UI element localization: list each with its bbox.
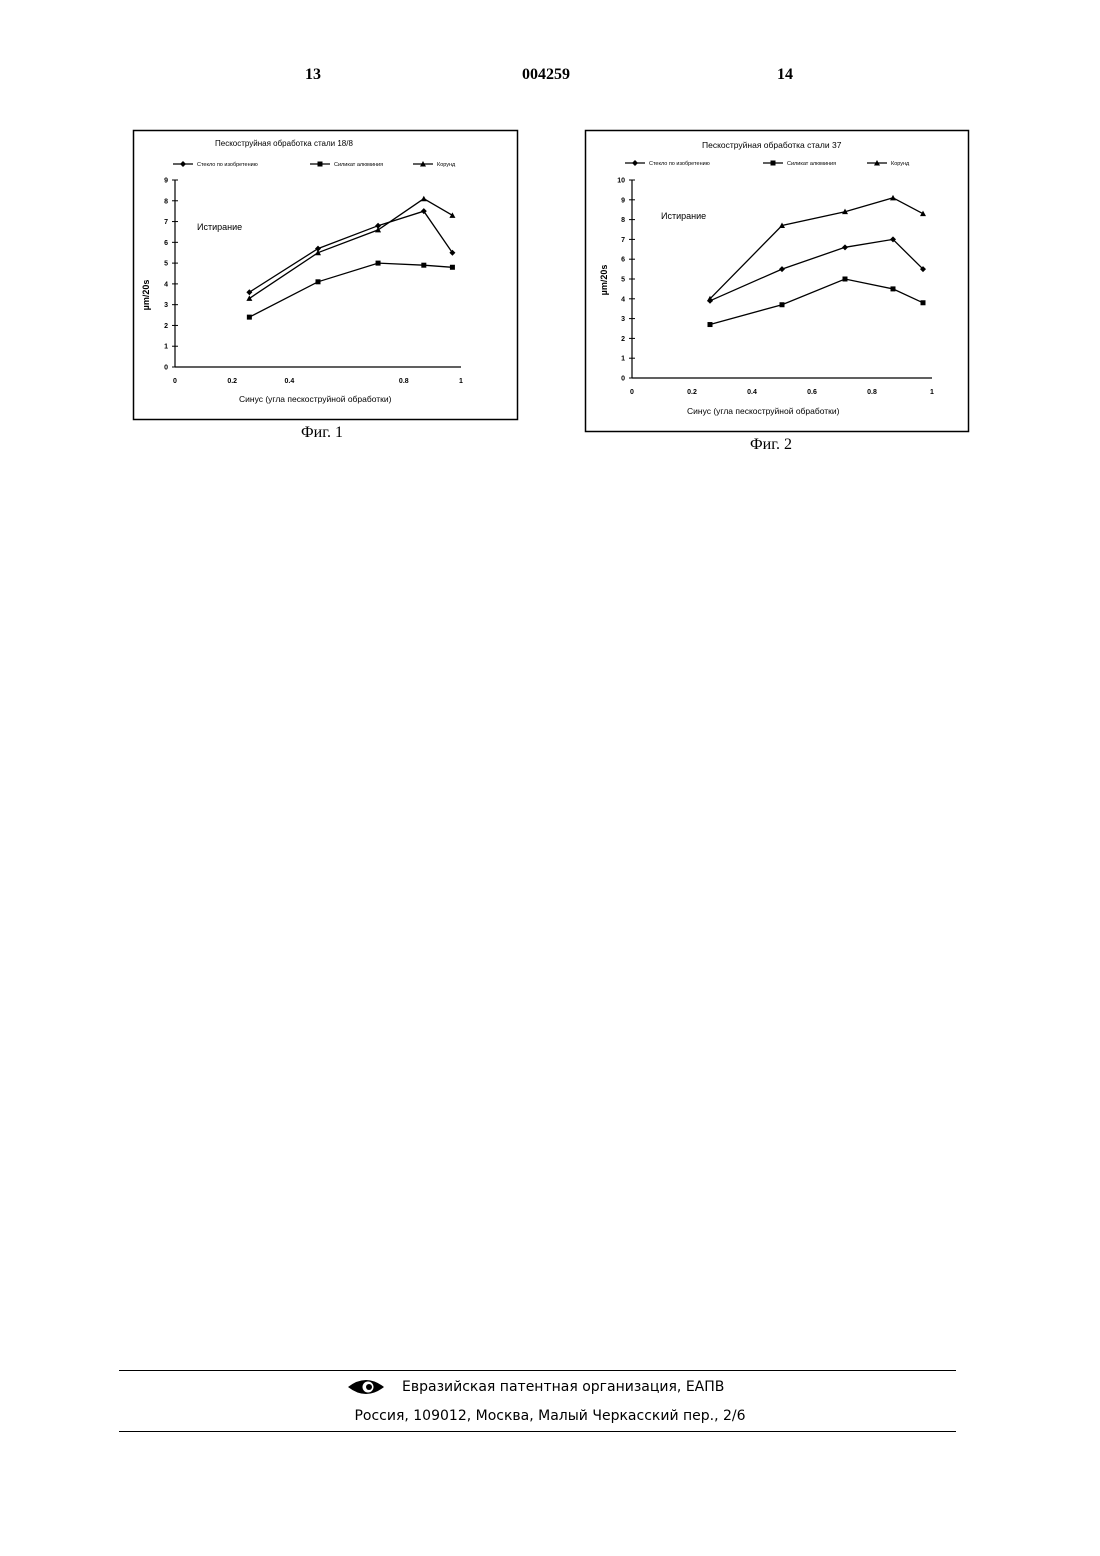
y-tick-label: 10 [617, 178, 625, 185]
series-line [710, 279, 923, 325]
chart-figure-2: Пескоструйная обработка стали 37 Истиран… [585, 130, 969, 432]
legend-marker [180, 161, 186, 167]
page-number-right: 14 [777, 66, 793, 84]
series-line [710, 198, 923, 299]
y-tick-label: 2 [621, 336, 625, 343]
y-tick-label: 1 [164, 344, 168, 351]
x-tick-label: 0.2 [687, 389, 697, 396]
y-tick-label: 5 [164, 261, 168, 268]
data-point [246, 289, 252, 295]
series-line [249, 263, 452, 317]
y-tick-label: 4 [621, 296, 625, 303]
y-tick-label: 9 [164, 178, 168, 185]
x-axis-title: Синус (угла пескоструйной обработки) [687, 406, 840, 416]
x-tick-label: 0.8 [867, 389, 877, 396]
footer-bottom-rule [119, 1431, 956, 1432]
y-tick-label: 9 [621, 197, 625, 204]
data-point [450, 265, 455, 270]
legend-marker [771, 161, 776, 166]
y-axis-title: µm/20s [599, 265, 609, 296]
legend-label: Силикат алюминия [787, 161, 836, 167]
data-point [375, 227, 381, 233]
chart-frame [134, 131, 518, 420]
data-point [842, 244, 848, 250]
chart-annotation: Истирание [197, 222, 242, 232]
y-tick-label: 0 [164, 365, 168, 372]
data-point [316, 279, 321, 284]
footer-top-rule [119, 1370, 956, 1371]
figure-2-caption: Фиг. 2 [750, 436, 792, 454]
x-tick-label: 0 [173, 378, 177, 385]
legend-label: Корунд [437, 162, 456, 168]
legend-marker [318, 162, 323, 167]
x-tick-label: 0 [630, 389, 634, 396]
data-point [376, 261, 381, 266]
data-point [421, 263, 426, 268]
y-tick-label: 5 [621, 277, 625, 284]
chart-frame [586, 131, 969, 432]
chart-annotation: Истирание [661, 211, 706, 221]
y-tick-label: 3 [621, 316, 625, 323]
chart-figure-1: Пескоструйная обработка стали 18/8 Истир… [133, 130, 518, 420]
y-tick-label: 8 [621, 217, 625, 224]
x-tick-label: 0.4 [285, 378, 295, 385]
x-tick-label: 0.8 [399, 378, 409, 385]
y-tick-label: 4 [164, 281, 168, 288]
footer-address: Россия, 109012, Москва, Малый Черкасский… [0, 1408, 1100, 1424]
x-tick-label: 1 [459, 378, 463, 385]
y-tick-label: 7 [164, 219, 168, 226]
chart-title: Пескоструйная обработка стали 18/8 [215, 139, 353, 148]
x-tick-label: 0.2 [227, 378, 237, 385]
data-point [779, 266, 785, 272]
x-axis-title: Синус (угла пескоструйной обработки) [239, 394, 392, 404]
legend-label: Стекло по изобретению [197, 162, 258, 168]
y-tick-label: 8 [164, 198, 168, 205]
series-line [249, 199, 452, 299]
chart-title: Пескоструйная обработка стали 37 [702, 140, 842, 150]
data-point [449, 212, 455, 218]
x-tick-label: 0.6 [807, 389, 817, 396]
y-axis-title: µm/20s [141, 280, 151, 311]
figure-1-caption: Фиг. 1 [301, 424, 343, 442]
legend-label: Силикат алюминия [334, 162, 383, 168]
y-tick-label: 2 [164, 323, 168, 330]
y-tick-label: 3 [164, 302, 168, 309]
y-tick-label: 7 [621, 237, 625, 244]
y-tick-label: 6 [164, 240, 168, 247]
legend-label: Стекло по изобретению [649, 161, 710, 167]
y-tick-label: 0 [621, 376, 625, 383]
data-point [421, 196, 427, 202]
x-tick-label: 1 [930, 389, 934, 396]
page-number-left: 13 [305, 66, 321, 84]
y-tick-label: 1 [621, 356, 625, 363]
series-line [710, 239, 923, 300]
series-line [249, 211, 452, 292]
data-point [247, 315, 252, 320]
data-point [890, 195, 896, 201]
data-point [843, 277, 848, 282]
data-point [708, 322, 713, 327]
x-tick-label: 0.4 [747, 389, 757, 396]
y-tick-label: 6 [621, 257, 625, 264]
data-point [780, 302, 785, 307]
legend-label: Корунд [891, 161, 910, 167]
footer-organization: Евразийская патентная организация, ЕАПВ [292, 1379, 724, 1395]
document-number: 004259 [522, 66, 570, 84]
data-point [891, 286, 896, 291]
data-point [920, 211, 926, 217]
data-point [921, 300, 926, 305]
legend-marker [632, 160, 638, 166]
